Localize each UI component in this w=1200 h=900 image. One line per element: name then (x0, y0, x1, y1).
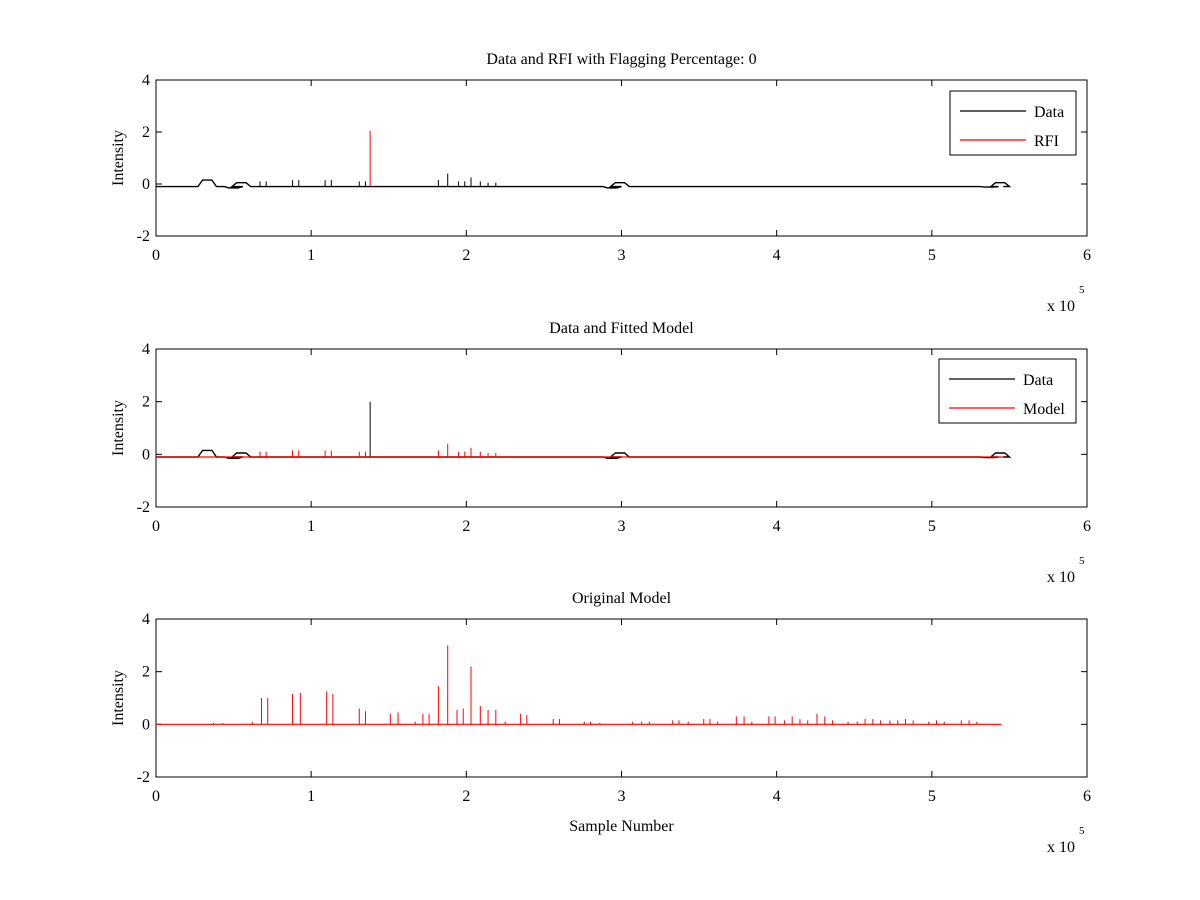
x-tick-label: 0 (152, 247, 160, 264)
x-tick-label: 5 (928, 518, 936, 535)
y-axis-label: Intensity (110, 130, 127, 186)
x-tick-label: 3 (618, 788, 626, 805)
y-tick-label: 2 (142, 394, 150, 411)
y-axis-label: Intensity (110, 400, 127, 456)
x-tick-label: 5 (928, 247, 936, 264)
y-tick-label: -2 (137, 499, 150, 516)
y-tick-label: 2 (142, 664, 150, 681)
y-tick-label: 0 (142, 446, 150, 463)
y-tick-label: 0 (142, 176, 150, 193)
x-tick-label: 1 (307, 788, 315, 805)
x-exponent-power: 5 (1079, 825, 1085, 837)
y-tick-label: 4 (142, 72, 150, 89)
chart-title: Data and RFI with Flagging Percentage: 0 (486, 51, 756, 68)
plot-area (155, 79, 1088, 237)
x-tick-label: 4 (773, 518, 781, 535)
y-tick-label: -2 (137, 228, 150, 245)
x-exponent-label: x 10 (1047, 298, 1075, 315)
x-axis-label: Sample Number (569, 818, 674, 835)
x-tick-label: 6 (1083, 788, 1091, 805)
x-exponent-power: 5 (1079, 555, 1085, 567)
y-tick-label: 0 (142, 716, 150, 733)
chart-title: Original Model (572, 590, 672, 607)
x-tick-label: 5 (928, 788, 936, 805)
x-tick-label: 4 (773, 788, 781, 805)
x-exponent-label: x 10 (1047, 839, 1075, 856)
x-tick-label: 3 (618, 247, 626, 264)
x-exponent-power: 5 (1079, 284, 1085, 296)
legend: Data Model (938, 358, 1077, 424)
series-model (156, 443, 1004, 458)
y-tick-label: 4 (142, 611, 150, 628)
x-exponent-label: x 10 (1047, 569, 1075, 586)
x-tick-label: 4 (773, 247, 781, 264)
data-trace (156, 179, 1012, 189)
x-tick-label: 2 (462, 518, 470, 535)
subplot-1: Data and RFI with Flagging Percentage: 0… (110, 51, 1091, 315)
legend-entry-label: Model (1023, 401, 1065, 418)
legend-entry-label: Data (1034, 104, 1064, 121)
legend-box (949, 90, 1077, 156)
series-data (156, 173, 1012, 189)
y-tick-label: -2 (137, 769, 150, 786)
legend-entry-label: RFI (1034, 133, 1059, 150)
legend: Data RFI (949, 90, 1077, 156)
y-axis-label: Intensity (110, 670, 127, 726)
plot-area (155, 618, 1088, 778)
x-tick-label: 6 (1083, 518, 1091, 535)
chart-title: Data and Fitted Model (549, 320, 694, 337)
x-tick-label: 0 (152, 518, 160, 535)
x-tick-label: 2 (462, 788, 470, 805)
y-tick-label: 4 (142, 341, 150, 358)
plot-area (155, 348, 1088, 508)
x-tick-label: 6 (1083, 247, 1091, 264)
legend-entry-label: Data (1023, 372, 1053, 389)
x-tick-label: 1 (307, 247, 315, 264)
y-tick-label: 2 (142, 124, 150, 141)
legend-box (938, 358, 1077, 424)
x-tick-label: 2 (462, 247, 470, 264)
x-tick-label: 3 (618, 518, 626, 535)
series-model (156, 645, 1002, 725)
x-tick-label: 0 (152, 788, 160, 805)
x-tick-label: 1 (307, 518, 315, 535)
